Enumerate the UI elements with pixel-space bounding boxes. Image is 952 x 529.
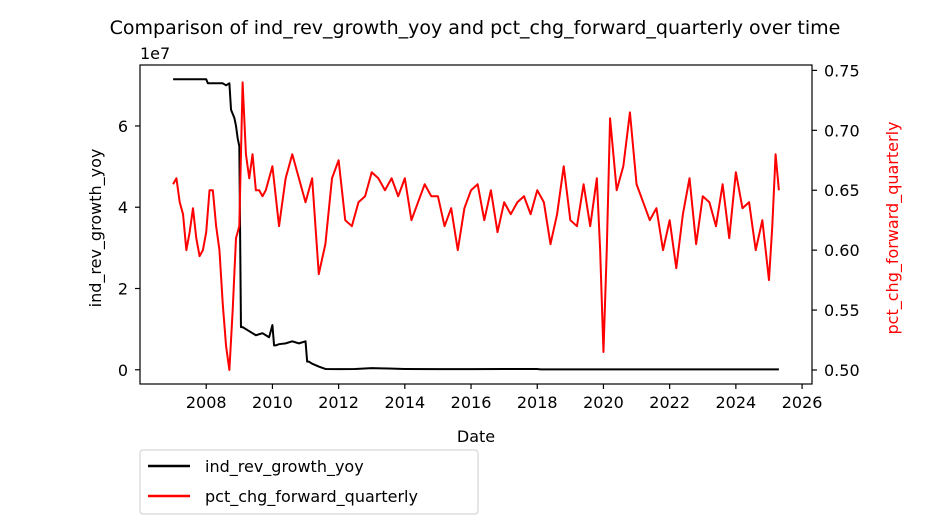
y-right-tick-label: 0.75 bbox=[824, 61, 860, 80]
x-axis-ticks: 2008 2010 2012 2014 2016 2018 2020 2022 2024 2026 bbox=[186, 384, 823, 412]
series-line-pct-chg-forward-quarterly bbox=[172, 81, 780, 371]
y-right-axis-ticks: 0.50 0.55 0.60 0.65 0.70 0.75 bbox=[812, 61, 860, 380]
legend-label-ind-rev-growth-yoy: ind_rev_growth_yoy bbox=[205, 457, 364, 477]
y-left-tick-label: 0 bbox=[118, 361, 128, 380]
x-tick-label: 2012 bbox=[318, 393, 359, 412]
x-tick-label: 2010 bbox=[252, 393, 293, 412]
y-left-tick-label: 2 bbox=[118, 280, 128, 299]
x-tick-label: 2014 bbox=[384, 393, 425, 412]
x-tick-label: 2020 bbox=[583, 393, 624, 412]
x-tick-label: 2026 bbox=[782, 393, 823, 412]
plot-frame bbox=[139, 64, 813, 385]
y-right-tick-label: 0.60 bbox=[824, 241, 860, 260]
legend-label-pct-chg-forward-quarterly: pct_chg_forward_quarterly bbox=[205, 487, 418, 507]
series-line-ind-rev-growth-yoy bbox=[173, 78, 779, 371]
x-tick-label: 2016 bbox=[451, 393, 492, 412]
y-right-tick-label: 0.55 bbox=[824, 301, 860, 320]
y-right-tick-label: 0.70 bbox=[824, 121, 860, 140]
chart-title: Comparison of ind_rev_growth_yoy and pct… bbox=[110, 17, 841, 39]
y-left-tick-label: 6 bbox=[118, 117, 128, 136]
y-left-axis-label: ind_rev_growth_yoy bbox=[86, 149, 106, 308]
x-axis-label: Date bbox=[457, 427, 495, 446]
x-tick-label: 2022 bbox=[649, 393, 690, 412]
legend-frame bbox=[139, 449, 479, 515]
y-right-tick-label: 0.65 bbox=[824, 181, 860, 200]
left-axis-offset-label: 1e7 bbox=[140, 44, 170, 63]
legend: ind_rev_growth_yoy pct_chg_forward_quart… bbox=[139, 449, 479, 515]
y-right-tick-label: 0.50 bbox=[824, 361, 860, 380]
x-tick-label: 2008 bbox=[186, 393, 227, 412]
x-tick-label: 2018 bbox=[517, 393, 558, 412]
y-right-axis-label: pct_chg_forward_quarterly bbox=[883, 122, 903, 335]
x-tick-label: 2024 bbox=[716, 393, 757, 412]
plot-area bbox=[172, 78, 780, 371]
y-left-tick-label: 4 bbox=[118, 198, 128, 217]
y-left-axis-ticks: 0 2 4 6 bbox=[118, 117, 140, 380]
